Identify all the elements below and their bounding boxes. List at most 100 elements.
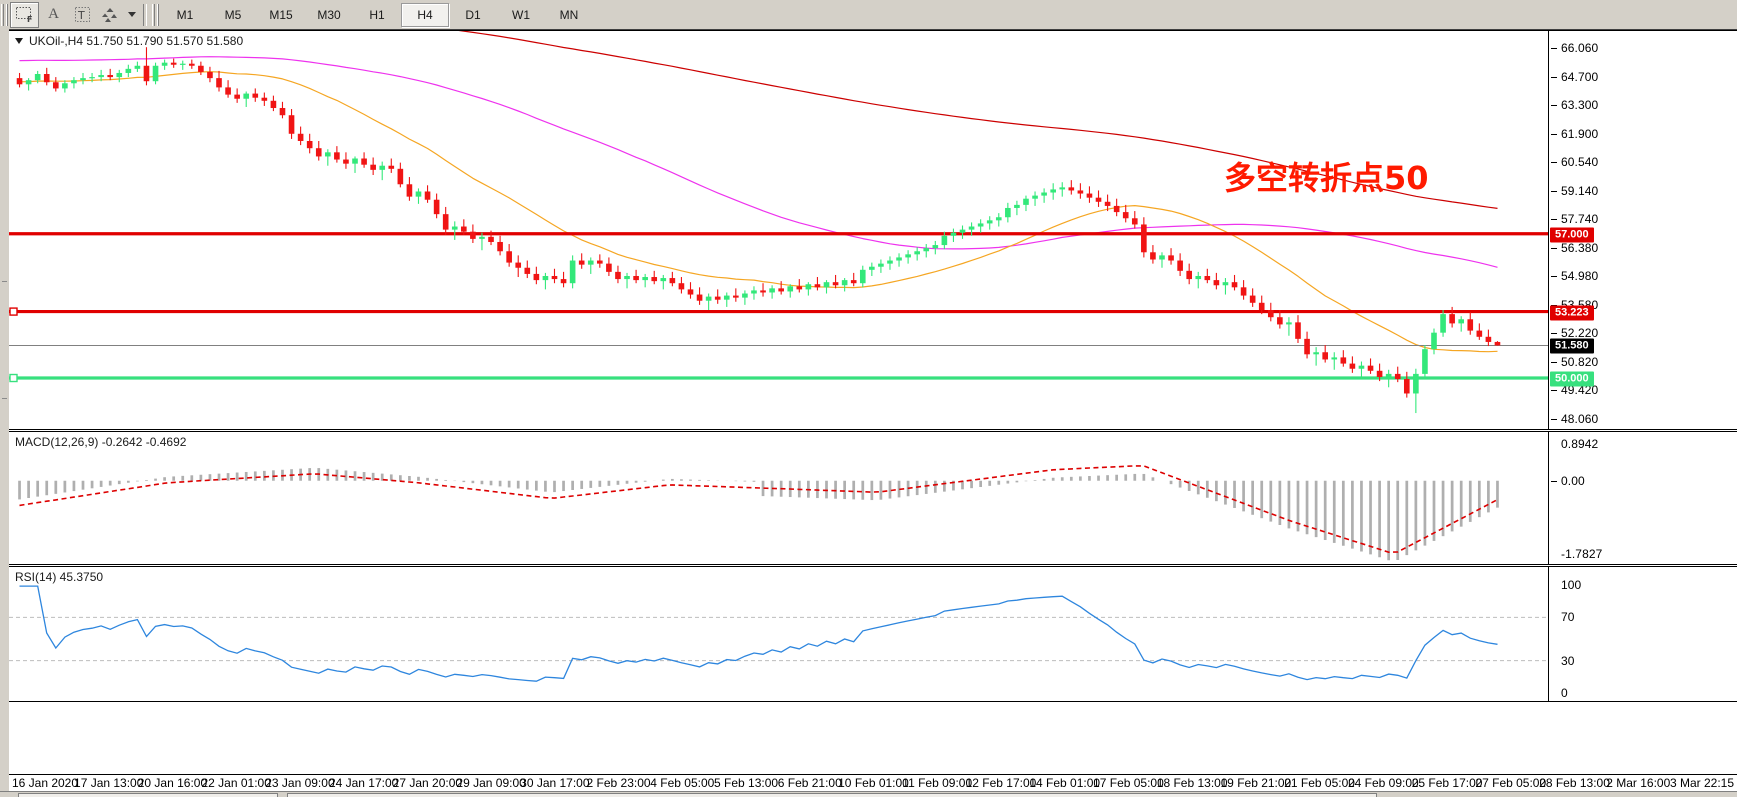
shapes-glyph bbox=[102, 7, 117, 22]
main-toolbar: F A T M1 M5 M15 M30 bbox=[0, 0, 1737, 30]
time-axis-label: 24 Feb 09:00 bbox=[1347, 776, 1419, 790]
price-axis-tick bbox=[1551, 419, 1557, 420]
macd-axis-label: 0.8942 bbox=[1561, 437, 1599, 451]
timeframe-w1[interactable]: W1 bbox=[512, 7, 530, 22]
time-axis-label: 5 Feb 13:00 bbox=[714, 776, 779, 790]
timeframe-mn[interactable]: MN bbox=[559, 7, 579, 22]
support-50-tag[interactable]: 50.000 bbox=[1550, 371, 1594, 387]
price-axis[interactable]: 66.060 64.700 63.300 61.900 60.540 59.140 57.7… bbox=[1548, 31, 1737, 429]
price-axis-label: 66.060 bbox=[1561, 41, 1599, 55]
time-axis-label: 27 Jan 20:00 bbox=[392, 776, 463, 790]
price-axis-tick bbox=[1551, 333, 1557, 335]
textbox-glyph: T bbox=[75, 7, 90, 22]
time-axis-label: 12 Feb 17:00 bbox=[965, 776, 1037, 790]
text-box-icon[interactable]: T bbox=[68, 2, 97, 28]
time-axis-label: 11 Feb 09:00 bbox=[902, 776, 973, 790]
price-axis-label: 57.740 bbox=[1561, 212, 1599, 227]
time-axis-label: 21 Feb 05:00 bbox=[1284, 776, 1355, 790]
svg-text:F: F bbox=[27, 15, 32, 24]
crosshair-glyph: F bbox=[16, 6, 32, 24]
price-pane[interactable]: UKOil-,H4 51.750 51.790 51.570 51.580 多空… bbox=[9, 30, 1737, 430]
price-axis-label: 52.220 bbox=[1561, 326, 1599, 341]
price-axis-tick bbox=[1551, 76, 1557, 78]
shapes-icon[interactable] bbox=[97, 2, 123, 28]
price-axis-tick bbox=[1551, 190, 1557, 192]
cursor-crosshair-icon[interactable]: F bbox=[10, 1, 39, 28]
time-axis-label: 6 Feb 21:00 bbox=[777, 776, 842, 790]
letter-a-glyph: A bbox=[48, 6, 59, 22]
time-axis-label: 30 Jan 17:00 bbox=[520, 776, 590, 790]
rsi-pane-label: RSI(14) 45.3750 bbox=[15, 570, 104, 584]
last-price-tag[interactable]: 51.580 bbox=[1550, 338, 1594, 354]
price-axis-tick bbox=[1551, 361, 1557, 363]
price-axis-label: 54.980 bbox=[1561, 269, 1599, 284]
chart-frame: UKOil-,H4 51.750 51.790 51.570 51.580 多空… bbox=[9, 29, 1737, 774]
rsi-plot-area[interactable] bbox=[9, 567, 1548, 701]
rsi-svg bbox=[9, 585, 1548, 682]
price-plot-area[interactable] bbox=[9, 31, 1548, 429]
time-axis-label: 28 Feb 13:00 bbox=[1539, 776, 1610, 790]
time-axis-label: 23 Jan 09:00 bbox=[265, 776, 335, 790]
timeframe-m30[interactable]: M30 bbox=[317, 7, 341, 22]
price-axis-label: 64.700 bbox=[1561, 69, 1599, 84]
macd-axis-label: 0.00 bbox=[1561, 473, 1585, 488]
chart-annotation-text: 多空转折点50 bbox=[1224, 159, 1429, 197]
macd-svg bbox=[18, 465, 1499, 561]
price-axis-tick bbox=[1551, 162, 1557, 164]
rsi-axis-label: 100 bbox=[1561, 578, 1582, 592]
toolbar-grip[interactable] bbox=[1, 3, 8, 26]
macd-pane[interactable]: MACD(12,26,9) -0.2642 -0.4692 0.8942 0.00… bbox=[9, 431, 1737, 565]
time-axis-label: 2 Feb 23:00 bbox=[586, 776, 651, 790]
price-axis-label: 48.060 bbox=[1561, 412, 1599, 426]
timeframe-toolbar-grip[interactable] bbox=[152, 3, 159, 26]
timeframe-h4[interactable]: H4 bbox=[401, 2, 449, 27]
rsi-axis-label: 0 bbox=[1561, 686, 1568, 700]
price-axis-label: 60.540 bbox=[1561, 155, 1599, 170]
price-axis-label: 61.900 bbox=[1561, 126, 1599, 141]
price-pane-label: UKOil-,H4 51.750 51.790 51.570 51.580 bbox=[15, 34, 243, 48]
time-axis[interactable]: 16 Jan 2020 17 Jan 13:00 20 Jan 16:00 22 Ja… bbox=[9, 774, 1737, 791]
rsi-axis[interactable]: 100 70 30 0 bbox=[1548, 567, 1737, 701]
price-axis-tick bbox=[1551, 105, 1557, 107]
shapes-dropdown-arrow[interactable] bbox=[123, 2, 139, 28]
time-axis-label: 29 Jan 09:00 bbox=[456, 776, 526, 790]
price-axis-tick bbox=[1551, 247, 1557, 249]
price-axis-tick bbox=[1551, 133, 1557, 135]
macd-axis-tick bbox=[1551, 480, 1557, 482]
timeframe-m5[interactable]: M5 bbox=[224, 7, 242, 22]
macd-axis-label: -1.7827 bbox=[1561, 547, 1603, 561]
bottom-tab-strip[interactable] bbox=[0, 791, 1737, 797]
macd-axis[interactable]: 0.8942 0.00 -1.7827 bbox=[1548, 432, 1737, 564]
svg-text:T: T bbox=[77, 9, 85, 22]
chevron-down-icon bbox=[127, 12, 136, 17]
timeframe-m15[interactable]: M15 bbox=[269, 7, 293, 22]
price-axis-label: 56.380 bbox=[1561, 240, 1599, 255]
time-axis-label: 2 Mar 16:00 bbox=[1606, 776, 1671, 790]
timeframe-m1[interactable]: M1 bbox=[176, 7, 194, 22]
timeframe-d1[interactable]: D1 bbox=[465, 7, 481, 22]
time-axis-label: 3 Mar 22:15 bbox=[1669, 776, 1735, 790]
timeframe-h1[interactable]: H1 bbox=[369, 7, 385, 22]
time-axis-label: 25 Feb 17:00 bbox=[1411, 776, 1483, 790]
time-axis-label: 4 Feb 05:00 bbox=[650, 776, 715, 790]
rsi-pane[interactable]: RSI(14) 45.3750 100 70 30 0 bbox=[9, 566, 1737, 702]
price-axis-label: 63.300 bbox=[1561, 98, 1599, 113]
text-label-icon[interactable]: A bbox=[39, 2, 68, 28]
price-axis-tick bbox=[1551, 390, 1557, 392]
rsi-axis-label: 30 bbox=[1561, 653, 1575, 668]
price-axis-tick bbox=[1551, 48, 1557, 49]
time-axis-label: 17 Jan 13:00 bbox=[74, 776, 144, 790]
macd-pane-label: MACD(12,26,9) -0.2642 -0.4692 bbox=[15, 435, 187, 449]
workspace-tab-2[interactable] bbox=[287, 793, 1377, 797]
chevron-down-icon[interactable] bbox=[15, 37, 23, 44]
time-axis-label: 14 Feb 01:00 bbox=[1029, 776, 1101, 790]
resistance-57-tag[interactable]: 57.000 bbox=[1550, 227, 1594, 243]
price-candlestick-svg bbox=[9, 31, 1548, 414]
time-axis-label: 17 Feb 05:00 bbox=[1093, 776, 1164, 790]
price-axis-label: 50.820 bbox=[1561, 354, 1599, 369]
rsi-axis-label: 70 bbox=[1561, 610, 1575, 625]
resistance-53223-tag[interactable]: 53.223 bbox=[1550, 305, 1594, 321]
macd-plot-area[interactable] bbox=[9, 432, 1548, 564]
workspace-tab-1[interactable] bbox=[18, 793, 278, 797]
